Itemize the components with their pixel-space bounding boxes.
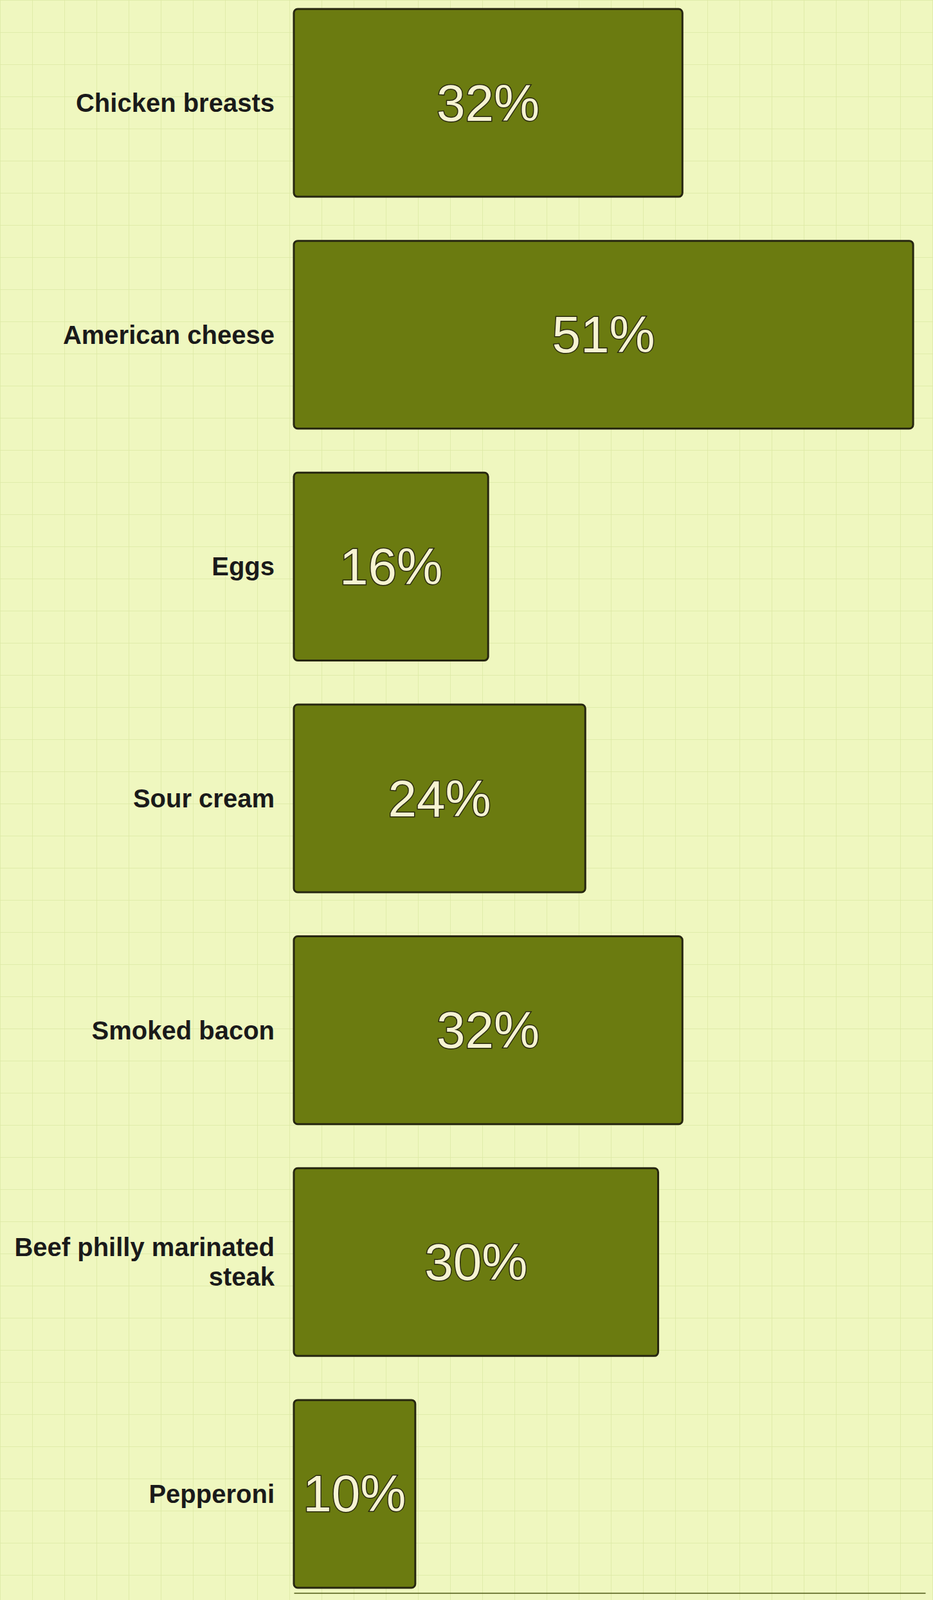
category-labels: Chicken breasts American cheese Eggs Sour c… <box>14 88 275 1509</box>
bar <box>293 1168 659 1357</box>
category-label-line: Eggs <box>211 552 275 581</box>
data-label: 24% <box>388 770 492 828</box>
data-label: 32% <box>436 1001 540 1060</box>
category-label: Beef philly marinatedsteak <box>14 1233 275 1292</box>
data-label: 51% <box>551 306 655 364</box>
category-label: Pepperoni <box>148 1480 275 1509</box>
bar <box>293 704 586 893</box>
category-label-line: Smoked bacon <box>91 1016 275 1045</box>
category-label: Sour cream <box>133 784 275 813</box>
data-label: 16% <box>339 538 443 596</box>
category-label-line: Beef philly marinated <box>14 1233 275 1262</box>
bar <box>293 936 683 1125</box>
data-label: 30% <box>424 1233 528 1292</box>
x-axis <box>294 1593 926 1595</box>
bar <box>293 472 489 661</box>
bar <box>293 1400 416 1589</box>
data-labels: 32% 51% 16% 24% 32% 30% 10% <box>302 74 655 1524</box>
category-label: Chicken breasts <box>75 88 275 118</box>
category-label-line: Chicken breasts <box>75 88 275 118</box>
bars <box>293 9 914 1589</box>
category-label-line: steak <box>208 1262 276 1292</box>
category-label: Smoked bacon <box>91 1016 275 1045</box>
category-label: American cheese <box>63 320 275 350</box>
bar <box>293 241 914 429</box>
x-axis-line <box>294 1593 926 1595</box>
background <box>0 0 933 1600</box>
bar <box>293 9 683 197</box>
data-label: 32% <box>436 74 540 132</box>
category-label: Eggs <box>211 552 275 581</box>
category-label-line: Pepperoni <box>148 1480 275 1509</box>
data-label: 10% <box>302 1465 406 1523</box>
category-label-line: Sour cream <box>133 784 275 813</box>
category-label-line: American cheese <box>63 320 275 350</box>
chart: 32% 51% 16% 24% 32% 30% 10% Chicken breasts Amer… <box>0 0 933 1600</box>
